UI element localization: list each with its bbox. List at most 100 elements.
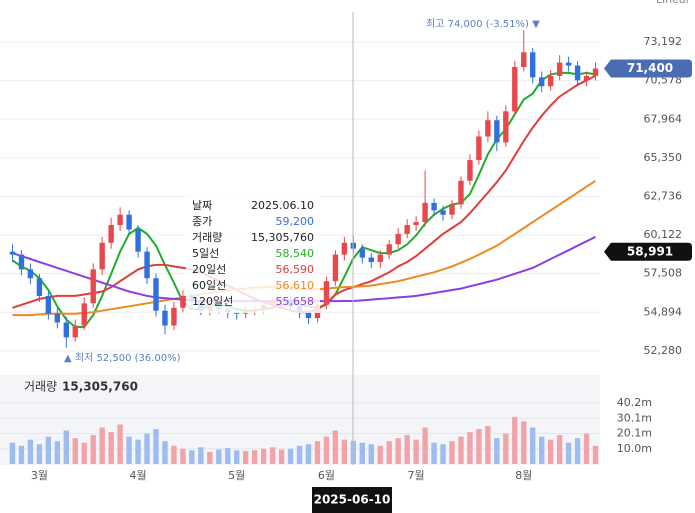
volume-bar xyxy=(117,424,123,464)
candle-body xyxy=(404,225,410,234)
candle-body xyxy=(171,307,177,326)
x-tick-label: 3월 xyxy=(31,469,48,482)
crosshair-date: 2025-06-10 xyxy=(314,493,391,507)
volume-bar xyxy=(36,444,43,464)
volume-bar xyxy=(467,432,473,464)
y-tick-label: 52,280 xyxy=(644,344,683,357)
candle-body xyxy=(413,222,419,226)
y-tick-label: 67,964 xyxy=(644,112,683,125)
candle-body xyxy=(556,62,563,76)
volume-bar xyxy=(440,444,446,464)
candle-body xyxy=(27,269,34,279)
y-tick-label: 57,508 xyxy=(644,267,683,280)
volume-bar xyxy=(45,436,52,464)
volume-tick-label: 20.1m xyxy=(617,426,652,439)
tooltip-label: 60일선 xyxy=(192,278,226,292)
candle-body xyxy=(440,210,446,215)
volume-bar xyxy=(314,441,321,464)
candle-body xyxy=(521,52,527,68)
candle-body xyxy=(45,295,52,314)
volume-value: 15,305,760 xyxy=(62,380,138,394)
candle-body xyxy=(395,233,401,245)
volume-bar xyxy=(198,447,204,464)
x-tick-label: 5월 xyxy=(228,469,245,482)
volume-bar xyxy=(216,449,222,464)
volume-bar xyxy=(296,445,303,464)
volume-bar xyxy=(54,441,61,464)
candle-body xyxy=(547,75,554,87)
grid xyxy=(0,41,600,450)
candle-body xyxy=(377,254,383,262)
price-tag-label: 58,991 xyxy=(627,244,673,258)
candle-body xyxy=(332,254,339,282)
volume-bar xyxy=(377,445,383,464)
candle-body xyxy=(144,251,150,279)
candle-body xyxy=(583,75,590,81)
volume-bar xyxy=(278,449,285,464)
volume-bar xyxy=(422,427,428,464)
volume-bar xyxy=(359,442,365,464)
volume-bar xyxy=(503,433,509,464)
tooltip-label: 종가 xyxy=(192,215,212,228)
candle-body xyxy=(565,62,572,66)
volume-bar xyxy=(72,438,78,464)
volume-bar xyxy=(9,442,16,464)
candle-body xyxy=(90,269,96,304)
volume-bar xyxy=(512,416,518,464)
candle-body xyxy=(341,242,348,255)
volume-bar xyxy=(323,436,330,464)
candle-body xyxy=(117,214,123,226)
volume-bar xyxy=(63,430,69,464)
candle-body xyxy=(99,242,105,270)
volume-bar xyxy=(485,426,491,464)
y-tick-label: 73,192 xyxy=(644,35,683,48)
crosshair-date-box xyxy=(312,487,392,513)
volume-bar xyxy=(431,442,437,464)
volume-bar xyxy=(207,451,213,464)
candle-body xyxy=(126,214,132,230)
tooltip-label: 거래량 xyxy=(192,231,222,244)
volume-bar xyxy=(108,432,114,464)
tooltip-value: 15,305,760 xyxy=(251,231,314,244)
candle-body xyxy=(530,52,536,78)
tooltip-value: 56,610 xyxy=(276,279,315,292)
candle-body xyxy=(180,295,186,308)
volume-bar xyxy=(144,433,150,464)
volume-bar xyxy=(404,435,410,464)
volume-bar xyxy=(269,447,276,464)
tooltip-label: 120일선 xyxy=(192,294,233,308)
candle-body xyxy=(485,120,491,137)
volume-bar xyxy=(225,448,231,464)
tooltip-value: 2025.06.10 xyxy=(251,199,314,212)
volume-bar xyxy=(494,438,500,464)
candle-body xyxy=(81,303,87,326)
volume-bar xyxy=(530,427,536,464)
tooltip-label: 날짜 xyxy=(192,199,212,212)
tooltip: 날짜 2025.06.10 종가 59,200 거래량 15,305,760 5… xyxy=(186,195,320,313)
y-tick-label: 62,736 xyxy=(644,189,683,202)
volume-bar xyxy=(521,421,527,464)
candle-body xyxy=(458,180,464,205)
volume-bar xyxy=(395,438,401,464)
x-tick-label: 7월 xyxy=(408,469,425,482)
volume-tick-label: 30.1m xyxy=(617,411,652,424)
tooltip-box xyxy=(186,195,320,313)
candle-body xyxy=(18,254,25,270)
volume-bar xyxy=(260,448,267,464)
price-tag-label: 71,400 xyxy=(627,61,673,75)
volume-tick-label: 10.0m xyxy=(617,442,652,455)
low-note: ▲ 최저 52,500 (36.00%) xyxy=(64,352,181,364)
candle-body xyxy=(36,278,43,296)
candle-body xyxy=(9,251,16,255)
volume-title: 거래량 xyxy=(24,380,57,394)
candle-body xyxy=(135,229,141,252)
volume-bar xyxy=(126,436,132,464)
x-tick-label: 8월 xyxy=(515,469,532,482)
volume-bar xyxy=(449,441,455,464)
scale-label: Linear xyxy=(656,0,691,6)
volume-bar xyxy=(539,436,545,464)
y-tick-label: 60,122 xyxy=(644,228,683,241)
volume-tick-label: 40.2m xyxy=(617,396,652,409)
